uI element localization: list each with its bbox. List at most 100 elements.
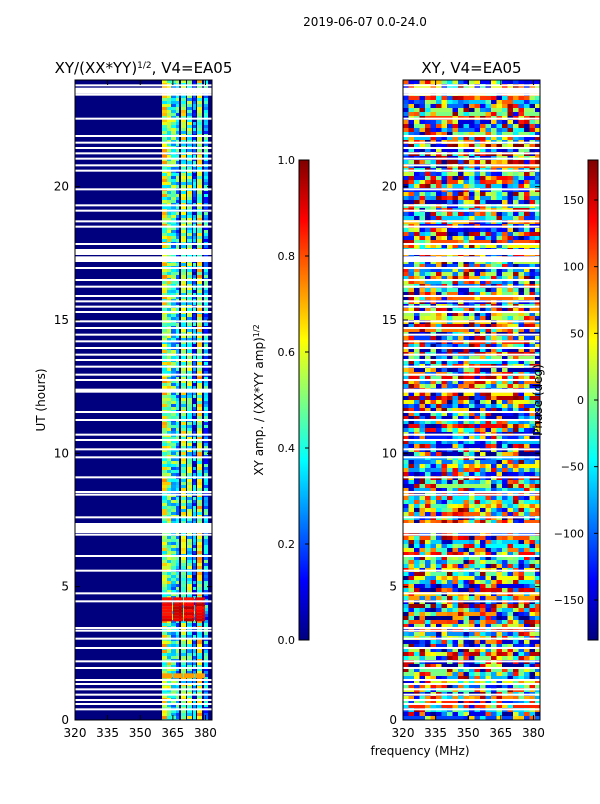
phase-cell <box>502 120 508 125</box>
phase-cell <box>524 216 530 221</box>
phase-cell <box>442 180 448 185</box>
phase-cell <box>409 480 415 485</box>
phase-cell <box>502 272 508 277</box>
amplitude-cell <box>197 548 202 551</box>
phase-cell <box>409 120 415 125</box>
phase-cell <box>447 404 453 409</box>
phase-cell <box>436 480 442 485</box>
amplitude-cell <box>181 212 186 215</box>
phase-cell <box>524 100 530 105</box>
phase-cell <box>425 468 431 473</box>
phase-cell <box>403 468 409 473</box>
amplitude-cell <box>171 344 176 347</box>
amplitude-cell <box>204 386 208 389</box>
phase-cell <box>508 192 514 197</box>
amplitude-cell <box>204 104 208 107</box>
amplitude-cell <box>197 641 202 644</box>
amplitude-cell <box>187 545 192 548</box>
amplitude-cell <box>181 653 186 656</box>
amplitude-cell <box>187 422 192 425</box>
phase-cell <box>425 228 431 233</box>
amplitude-cell <box>181 662 186 665</box>
amplitude-flagged-row <box>75 555 212 557</box>
amplitude-cell <box>167 662 171 665</box>
phase-cell <box>524 316 530 321</box>
amplitude-flagged-row <box>75 660 212 662</box>
phase-cell <box>409 468 415 473</box>
amplitude-cell <box>162 500 167 503</box>
amplitude-cell <box>162 308 167 311</box>
phase-cell <box>414 468 420 473</box>
phase-cell <box>519 112 525 117</box>
amplitude-cell <box>193 230 196 233</box>
amplitude-cell <box>193 245 196 248</box>
phase-cell <box>458 336 464 341</box>
phase-cell <box>403 392 409 397</box>
amplitude-cell <box>167 500 171 503</box>
phase-cell <box>458 128 464 133</box>
amplitude-flagged-row <box>75 135 212 137</box>
phase-cell <box>458 428 464 433</box>
amplitude-cell <box>204 308 208 311</box>
amplitude-cell <box>187 632 192 635</box>
amplitude-cell <box>193 443 196 446</box>
phase-cell <box>442 316 448 321</box>
amplitude-cell <box>204 263 208 266</box>
amplitude-cell <box>204 245 208 248</box>
amplitude-cell <box>193 290 196 293</box>
phase-cell <box>491 216 497 221</box>
phase-cell <box>436 184 442 189</box>
amplitude-cell <box>162 612 172 615</box>
phase-cell <box>453 452 459 457</box>
phase-cell <box>453 536 459 541</box>
amplitude-cell <box>181 350 186 353</box>
phase-cell <box>491 228 497 233</box>
phase-cell <box>513 468 519 473</box>
amplitude-cell <box>176 125 179 128</box>
amplitude-cell <box>167 317 171 320</box>
phase-cell <box>486 196 492 201</box>
amplitude-cell <box>171 431 176 434</box>
phase-cell <box>442 536 448 541</box>
amplitude-cell <box>162 431 167 434</box>
phase-cell <box>464 428 470 433</box>
amplitude-cell <box>162 215 167 218</box>
phase-cell <box>508 228 514 233</box>
phase-cell <box>403 404 409 409</box>
amplitude-cell <box>187 557 192 560</box>
phase-cell <box>480 200 486 205</box>
phase-cell <box>519 232 525 237</box>
amplitude-cell <box>187 200 192 203</box>
amplitude-cell <box>197 509 202 512</box>
phase-cell <box>491 316 497 321</box>
phase-cell <box>414 392 420 397</box>
phase-cell <box>475 120 481 125</box>
amplitude-cell <box>187 560 192 563</box>
amplitude-cell <box>195 597 205 600</box>
amplitude-cell <box>167 488 171 491</box>
amplitude-cell <box>176 206 179 209</box>
amplitude-cell <box>187 314 192 317</box>
amplitude-cell <box>167 653 171 656</box>
amplitude-cell <box>171 368 176 371</box>
phase-cell <box>519 80 525 85</box>
phase-cell <box>519 384 525 389</box>
amplitude-cell <box>193 458 196 461</box>
amplitude-cell <box>197 428 202 431</box>
amplitude-cell <box>187 404 192 407</box>
phase-cell <box>497 336 503 341</box>
amplitude-cell <box>187 155 192 158</box>
amplitude-cell <box>187 125 192 128</box>
phase-cell <box>519 196 525 201</box>
phase-cell <box>453 124 459 129</box>
phase-cell <box>409 400 415 405</box>
amplitude-cell <box>176 179 179 182</box>
phase-cell <box>530 184 536 189</box>
phase-cell <box>453 464 459 469</box>
phase-cell <box>414 428 420 433</box>
phase-cell <box>469 444 475 449</box>
amplitude-cell <box>181 581 186 584</box>
amplitude-cell <box>197 344 202 347</box>
phase-cell <box>480 536 486 541</box>
phase-cell <box>431 544 437 549</box>
